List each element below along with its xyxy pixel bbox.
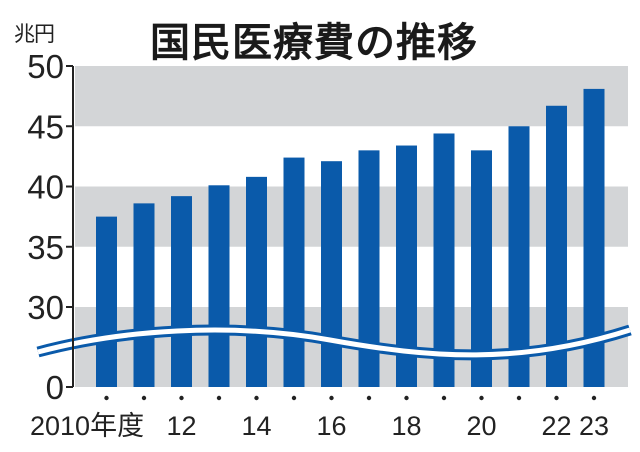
x-tick-label: 20 — [466, 411, 496, 441]
x-tick-label: 22 — [541, 411, 571, 441]
x-tick-dot — [554, 395, 559, 401]
bar-2018 — [396, 145, 417, 387]
x-tick-dot — [404, 395, 409, 401]
x-tick-label: 16 — [316, 411, 346, 441]
y-tick-label: 45 — [27, 108, 64, 145]
bar-2014 — [246, 176, 267, 387]
x-tick-dot — [179, 395, 184, 401]
x-tick-dot — [141, 395, 147, 401]
bar-2015 — [283, 157, 305, 387]
x-tick-dot — [516, 395, 522, 401]
bar-2020 — [471, 150, 492, 387]
x-tick-dot — [254, 395, 259, 401]
y-tick-label: 40 — [27, 169, 64, 206]
bar-2021 — [508, 126, 530, 387]
bar-2013 — [208, 185, 230, 387]
bar-2012 — [171, 196, 192, 387]
chart-title: 国民医療費の推移 — [150, 20, 478, 66]
x-tick-label: 14 — [241, 411, 271, 441]
x-tick-dot — [479, 395, 484, 401]
bar-2019 — [433, 133, 455, 387]
axis-break-wave — [37, 327, 631, 358]
x-tick-dot — [329, 395, 334, 401]
x-tick-dot — [291, 395, 297, 401]
y-tick-label: 50 — [27, 48, 64, 85]
x-tick-dot — [441, 395, 447, 401]
y-tick-label: 0 — [46, 369, 64, 406]
y-tick-label: 30 — [27, 289, 64, 326]
grid-band — [75, 186, 628, 247]
grid-band — [75, 66, 628, 127]
x-tick-label: 12 — [166, 411, 196, 441]
y-tick-label: 35 — [27, 229, 64, 266]
x-tick-label: 18 — [391, 411, 421, 441]
bar-2010 — [96, 216, 117, 387]
bar-2011 — [133, 203, 155, 387]
y-axis-unit-label: 兆円 — [14, 22, 55, 46]
x-tick-dot — [104, 395, 109, 401]
x-tick-label: 23 — [579, 411, 609, 441]
x-tick-dot — [366, 395, 372, 401]
bar-2023 — [583, 88, 605, 388]
x-tick-label: 2010年度 — [30, 411, 144, 441]
bar-2016 — [321, 161, 342, 387]
bar-2022 — [546, 105, 567, 387]
x-tick-dot — [216, 395, 222, 401]
bar-2017 — [358, 150, 380, 387]
x-tick-dot — [591, 395, 597, 401]
